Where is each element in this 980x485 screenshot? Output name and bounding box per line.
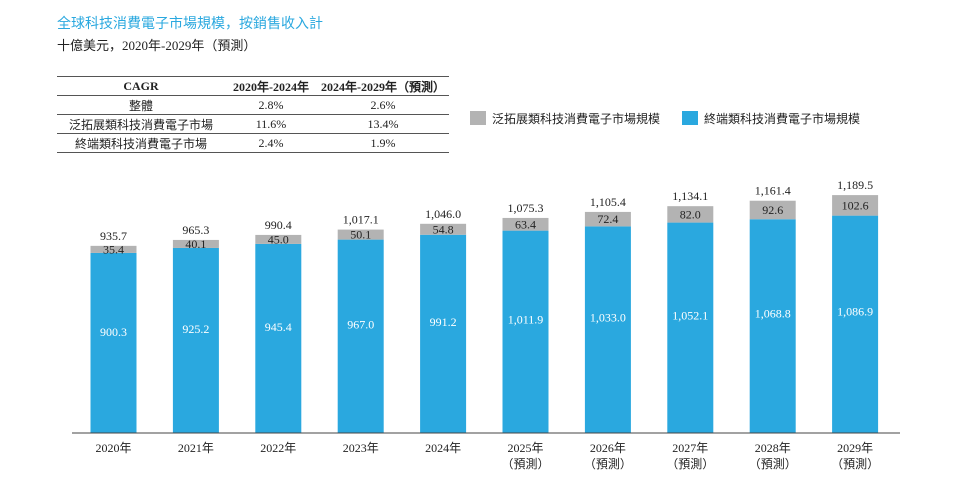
bar-extension <box>667 206 714 223</box>
x-tick-label: 2025年 <box>507 441 543 455</box>
data-label-terminal: 900.3 <box>100 325 127 339</box>
bar-extension <box>172 239 219 248</box>
cagr-header: CAGR <box>57 76 225 96</box>
cagr-cell: 1.9% <box>317 133 449 153</box>
bar-extension <box>502 217 549 231</box>
cagr-header-row: CAGR 2020年-2024年 2024年-2029年（預測） <box>57 76 449 96</box>
bar-extension <box>832 195 879 216</box>
cagr-cell: 2.6% <box>317 95 449 115</box>
data-label-total: 965.3 <box>182 223 209 237</box>
chart-subtitle: 十億美元，2020年-2029年（預測） <box>57 38 257 53</box>
cagr-row: 泛拓展類科技消費電子市場 11.6% 13.4% <box>57 114 449 134</box>
data-label-extension: 40.1 <box>185 237 206 251</box>
x-tick-label: 2022年 <box>260 441 296 455</box>
data-label-terminal: 1,033.0 <box>590 310 626 324</box>
data-label-total: 1,134.1 <box>672 189 708 203</box>
bar-terminal <box>337 239 384 433</box>
cagr-cell: 2.4% <box>225 133 317 153</box>
legend-item-extension: 泛拓展類科技消費電子市場規模 <box>470 110 660 126</box>
data-label-terminal: 991.2 <box>430 315 457 329</box>
data-label-extension: 45.0 <box>268 232 289 246</box>
bar-terminal <box>584 226 631 433</box>
cagr-cell: 13.4% <box>317 114 449 134</box>
x-tick-label: 2027年 <box>672 441 708 455</box>
cagr-cell: 泛拓展類科技消費電子市場 <box>57 114 225 134</box>
legend-swatch-blue <box>682 111 698 125</box>
data-label-total: 1,075.3 <box>508 201 544 215</box>
data-label-extension: 82.0 <box>680 207 701 221</box>
bar-extension <box>255 234 302 244</box>
data-label-terminal: 1,086.9 <box>837 305 873 319</box>
legend-swatch-gray <box>470 111 486 125</box>
bar-extension <box>584 211 631 227</box>
cagr-row: 整體 2.8% 2.6% <box>57 95 449 115</box>
bar-extension <box>420 223 467 235</box>
bar-terminal <box>832 215 879 433</box>
data-label-terminal: 1,011.9 <box>508 313 544 327</box>
cagr-cell: 整體 <box>57 95 225 115</box>
legend-item-terminal: 終端類科技消費電子市場規模 <box>682 110 860 126</box>
x-tick-label: 2024年 <box>425 441 461 455</box>
data-label-extension: 35.4 <box>103 242 124 256</box>
data-label-extension: 102.6 <box>842 198 869 212</box>
x-tick-label: 2021年 <box>178 441 214 455</box>
bar-extension <box>749 200 796 220</box>
cagr-cell: 2.8% <box>225 95 317 115</box>
data-label-total: 1,189.5 <box>837 178 873 192</box>
bar-terminal <box>502 230 549 433</box>
x-tick-note: （預測） <box>831 457 879 471</box>
legend-label: 終端類科技消費電子市場規模 <box>704 111 861 126</box>
data-label-terminal: 925.2 <box>182 322 209 336</box>
data-label-total: 1,161.4 <box>755 184 791 198</box>
bar-terminal <box>255 243 302 433</box>
cagr-cell: 11.6% <box>225 114 317 134</box>
chart-title: 全球科技消費電子市場規模，按銷售收入計 <box>57 16 323 32</box>
data-label-total: 990.4 <box>265 218 292 232</box>
bar-extension <box>337 229 384 240</box>
data-label-total: 1,105.4 <box>590 195 626 209</box>
cagr-table: CAGR 2020年-2024年 2024年-2029年（預測） 整體 2.8%… <box>57 76 449 153</box>
cagr-header: 2020年-2024年 <box>225 76 317 96</box>
bar-terminal <box>172 247 219 433</box>
bar-terminal <box>420 234 467 433</box>
x-tick-note: （預測） <box>749 457 797 471</box>
data-label-extension: 54.8 <box>433 222 454 236</box>
bar-terminal <box>749 219 796 433</box>
x-tick-label: 2023年 <box>343 441 379 455</box>
x-tick-note: （預測） <box>666 457 714 471</box>
data-label-terminal: 1,068.8 <box>755 307 791 321</box>
data-label-terminal: 967.0 <box>347 318 374 332</box>
x-tick-note: （預測） <box>501 457 549 471</box>
x-tick-label: 2026年 <box>590 441 626 455</box>
bar-extension <box>90 245 137 253</box>
data-label-extension: 63.4 <box>515 217 536 231</box>
data-label-extension: 72.4 <box>597 212 618 226</box>
x-tick-label: 2029年 <box>837 441 873 455</box>
data-label-total: 1,046.0 <box>425 207 461 221</box>
bar-terminal <box>667 222 714 433</box>
x-tick-note: （預測） <box>584 457 632 471</box>
data-label-total: 1,017.1 <box>343 213 379 227</box>
data-label-terminal: 945.4 <box>265 320 292 334</box>
cagr-header: 2024年-2029年（預測） <box>317 76 449 96</box>
cagr-cell: 終端類科技消費電子市場 <box>57 133 225 153</box>
legend-label: 泛拓展類科技消費電子市場規模 <box>492 111 661 126</box>
bar-terminal <box>90 252 137 433</box>
x-tick-label: 2028年 <box>755 441 791 455</box>
x-tick-label: 2020年 <box>95 441 131 455</box>
data-label-terminal: 1,052.1 <box>672 308 708 322</box>
cagr-row: 終端類科技消費電子市場 2.4% 1.9% <box>57 133 449 153</box>
data-label-total: 935.7 <box>100 229 127 243</box>
data-label-extension: 92.6 <box>762 203 783 217</box>
data-label-extension: 50.1 <box>350 228 371 242</box>
